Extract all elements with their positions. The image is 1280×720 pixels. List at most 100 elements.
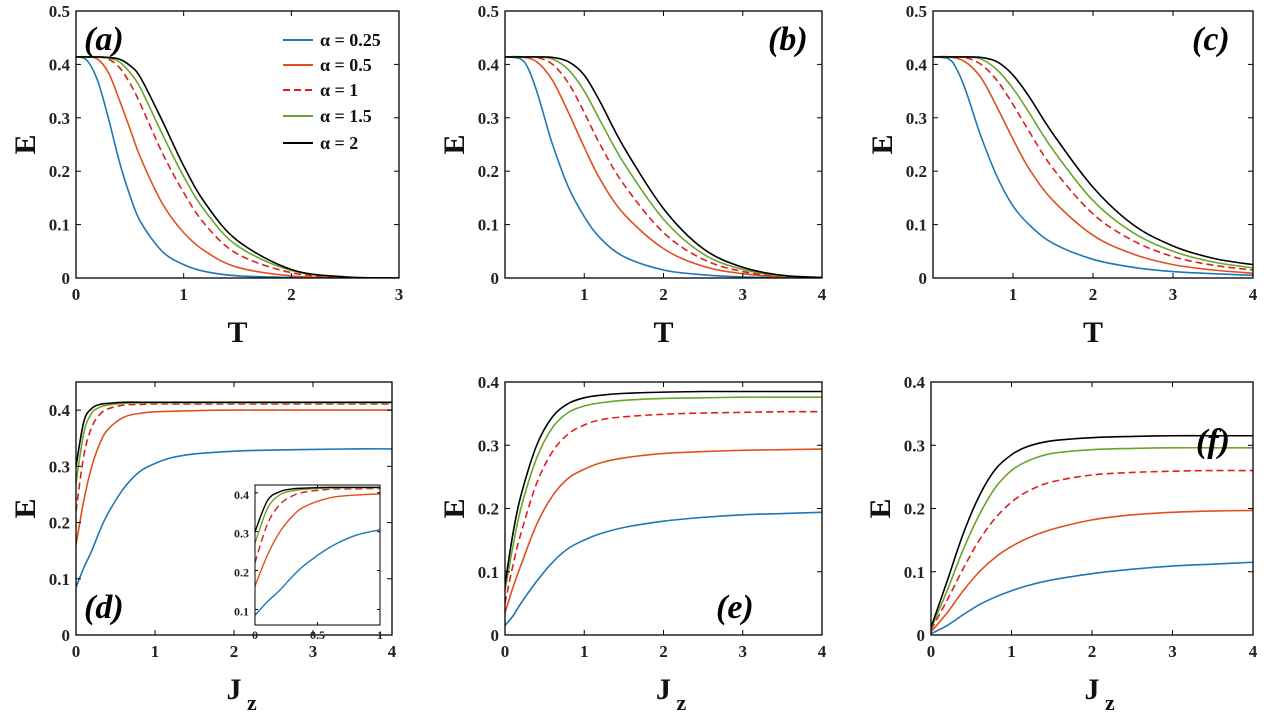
- panel-b-ytick-label-4: 0.4: [478, 55, 500, 74]
- panel-c-series-2: [933, 55, 1253, 271]
- panel-c-ytick-label-1: 0.1: [906, 216, 927, 235]
- panel-c-series-0: [933, 56, 1253, 277]
- panel-d-xtick-label-0: 0: [72, 642, 81, 661]
- panel-f-ytick-label-3: 0.3: [904, 436, 925, 455]
- legend-label-0: α = 0.25: [320, 30, 381, 50]
- panel-a-ytick-label-0: 0: [62, 269, 71, 288]
- panel-f-curves: [931, 434, 1253, 635]
- panel-b-ytick-label-1: 0.1: [478, 216, 499, 235]
- panel-e-tag: (e): [716, 589, 754, 626]
- panel-e-ylabel: E: [438, 498, 471, 518]
- panel-e-xtick-label-4: 4: [818, 642, 827, 661]
- panel-d-inset-curves: [255, 486, 380, 616]
- panel-b-series-2: [505, 55, 822, 278]
- panel-e-ytick-label-2: 0.2: [478, 500, 499, 519]
- panel-d-inset-xtick-label-2: 1: [377, 628, 383, 642]
- panel-f-ytick-label-0: 0: [917, 626, 926, 645]
- panel-a-series-1: [76, 55, 399, 278]
- panel-f-frame: [930, 381, 1254, 636]
- panel-a-ytick-label-1: 0.1: [49, 216, 70, 235]
- panel-e-ytick-label-4: 0.4: [478, 373, 500, 392]
- panel-d-inset-ytick-label-0: 0.1: [234, 604, 249, 618]
- panel-d-xtick-label-3: 3: [309, 642, 318, 661]
- panel-f-series-4: [931, 434, 1253, 628]
- panel-f-xtick-label-1: 1: [1007, 642, 1016, 661]
- panel-e-curves: [505, 390, 822, 627]
- panel-e-xtick-label-1: 1: [580, 642, 589, 661]
- legend-label-4: α = 2: [320, 133, 358, 153]
- panel-b-series-0: [505, 56, 822, 278]
- panel-e-series-4: [505, 390, 822, 585]
- panel-e-xtick-label-0: 0: [501, 642, 510, 661]
- panel-e-xlabel: J: [656, 673, 671, 706]
- panel-a-xtick-label-1: 1: [179, 285, 188, 304]
- panel-d-series-3: [76, 401, 392, 484]
- panel-d-series-0: [76, 448, 392, 588]
- panel-e-xtick-label-2: 2: [659, 642, 668, 661]
- panel-a-ytick-label-4: 0.4: [49, 55, 71, 74]
- panel-f-series-2: [931, 469, 1253, 631]
- panel-e-series-2: [505, 410, 822, 604]
- panel-a-ylabel: E: [9, 134, 42, 154]
- panel-b-ytick-label-5: 0.5: [478, 2, 499, 21]
- panel-a: 0 1 2 3 0 0.1 0.2 0.3 0.4 0.5 T E (a): [9, 2, 403, 349]
- panel-c: 1 2 3 4 0 0.1 0.2 0.3 0.4 0.5 T E (c): [866, 2, 1258, 349]
- panel-d-ytick-label-0: 0: [62, 626, 71, 645]
- panel-a-xlabel: T: [227, 316, 247, 349]
- panel-c-xtick-label-3: 4: [1249, 285, 1258, 304]
- panel-c-ytick-label-5: 0.5: [906, 2, 927, 21]
- panel-c-ytick-label-3: 0.3: [906, 109, 927, 128]
- panel-b-xlabel: T: [653, 316, 673, 349]
- panel-f-series-3: [931, 446, 1253, 629]
- panel-c-ytick-label-4: 0.4: [906, 55, 928, 74]
- panels-group: 0 1 2 300.10.20.30.40.5TE(a)1 2 3 400.10.20.30…: [9, 2, 1258, 715]
- panel-d-inset-ytick-label-2: 0.3: [234, 527, 249, 541]
- panel-e-series-1: [505, 448, 822, 614]
- panel-b-xtick-label-2: 3: [739, 285, 748, 304]
- panel-d-curves: [76, 401, 392, 588]
- panel-e-frame: [504, 381, 823, 636]
- panel-d-series-4: [76, 401, 392, 467]
- panel-f-ytick-label-1: 0.1: [904, 563, 925, 582]
- panel-b-tag: (b): [768, 21, 808, 58]
- panel-d-inset-ytick-label-3: 0.4: [234, 488, 249, 502]
- panel-d-ylabel: E: [9, 498, 42, 518]
- panel-a-frame: [75, 10, 400, 279]
- panel-f-ylabel: E: [864, 498, 897, 518]
- panel-b-ytick-label-3: 0.3: [478, 109, 499, 128]
- panel-f-xtick-label-2: 2: [1088, 642, 1097, 661]
- panel-b-xtick-label-1: 2: [659, 285, 668, 304]
- panel-e-xlabel-sub: z: [677, 690, 687, 715]
- panel-a-xtick-label-0: 0: [72, 285, 81, 304]
- panel-b-ylabel: E: [438, 134, 471, 154]
- panel-f-xtick-label-4: 4: [1249, 642, 1258, 661]
- panel-d-xtick-label-1: 1: [151, 642, 160, 661]
- panel-f-ytick-label-4: 0.4: [904, 373, 926, 392]
- panel-b-ytick-label-2: 0.2: [478, 162, 499, 181]
- panel-d-xlabel-sub: z: [247, 690, 257, 715]
- panel-b-series-3: [505, 55, 822, 278]
- legend-label-3: α = 1.5: [320, 106, 372, 126]
- panel-e-xtick-label-3: 3: [739, 642, 748, 661]
- panel-f-tag: (f): [1196, 423, 1230, 460]
- panel-c-xtick-label-1: 2: [1089, 285, 1098, 304]
- panel-d-xtick-label-2: 2: [230, 642, 239, 661]
- panel-d-inset-xtick-label-0: 0: [252, 628, 258, 642]
- panel-b: 1 2 3 4 0 0.1 0.2 0.3 0.4 0.5 T E (b): [438, 2, 827, 349]
- panel-f-xtick-label-3: 3: [1168, 642, 1177, 661]
- panel-d-series-2: [76, 403, 392, 512]
- panel-b-curves: [505, 55, 822, 278]
- panel-d-inset: 0 0.5 1 0.1 0.2 0.3 0.4: [234, 484, 383, 642]
- legend: α = 0.25 α = 0.5 α = 1 α = 1.5 α = 2: [283, 30, 381, 153]
- panel-f-series-1: [931, 509, 1253, 633]
- panel-d-series-1: [76, 409, 392, 546]
- panel-c-tag: (c): [1192, 21, 1230, 58]
- panel-c-series-1: [933, 55, 1253, 274]
- panel-f-ytick-label-2: 0.2: [904, 500, 925, 519]
- panel-c-series-4: [933, 56, 1253, 266]
- panel-d-inset-ytick-label-1: 0.2: [234, 566, 249, 580]
- panel-e-ytick-label-1: 0.1: [478, 563, 499, 582]
- panel-e-series-3: [505, 396, 822, 591]
- panel-b-xtick-label-3: 4: [818, 285, 827, 304]
- panel-d-ytick-label-2: 0.2: [49, 514, 70, 533]
